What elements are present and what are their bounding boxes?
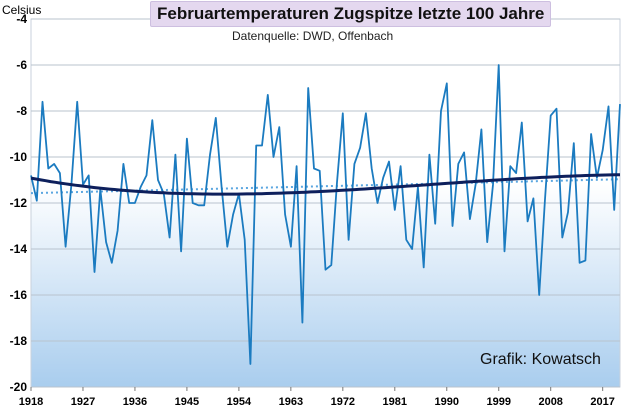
x-tick-label: 1972 [331,396,355,408]
y-axis-ticks: -20 -18 -16 -14 -12 -10 -8 -6 -4 [10,12,28,394]
temperature-series-line [30,64,621,365]
x-tick-label: 1999 [486,396,510,408]
x-tick-label: 1981 [383,396,407,408]
plot-lines [30,64,621,365]
x-tick-label: 1927 [71,396,95,408]
chart-subtitle: Datenquelle: DWD, Offenbach [232,29,394,43]
y-tick-label: -8 [16,104,27,118]
x-tick-label: 1918 [19,396,43,408]
y-tick-label: -4 [16,12,27,26]
y-tick-label: -6 [16,58,27,72]
y-tick-label: -18 [10,334,28,348]
x-tick-label: 1954 [227,396,252,408]
x-tick-label: 1963 [279,396,303,408]
x-tick-label: 1990 [435,396,459,408]
y-axis-label: Celsius [2,3,42,17]
y-tick-label: -14 [10,242,28,256]
x-tick-label: 2008 [538,396,562,408]
polynomial-trend-line [30,173,621,196]
chart-title: Februartemperaturen Zugspitze letzte 100… [150,1,552,27]
x-tick-label: 1945 [175,396,199,408]
y-tick-label: -16 [10,288,28,302]
x-tick-label: 2017 [590,396,614,408]
y-tick-label: -20 [10,380,28,394]
linear-trend-line [30,178,621,195]
x-axis-ticks: 1918 1927 1936 1945 1954 1963 1972 1981 1990 1999… [19,387,615,408]
chart-credit: Grafik: Kowatsch [480,351,601,368]
x-tick-label: 1936 [123,396,147,408]
y-tick-label: -10 [10,150,28,164]
y-tick-label: -12 [10,196,28,210]
